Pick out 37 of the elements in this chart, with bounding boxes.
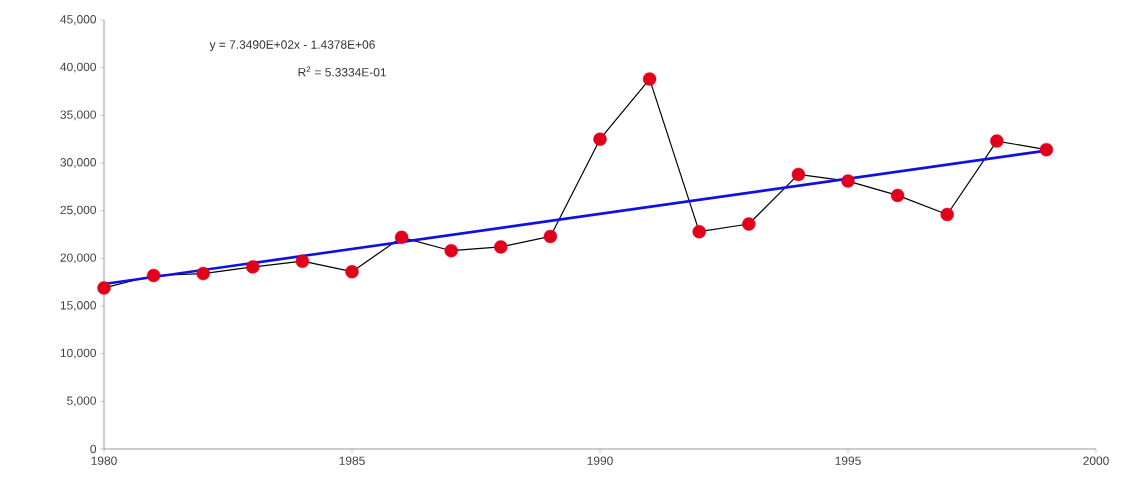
point (593, 132, 607, 146)
point (642, 72, 657, 86)
point (543, 229, 558, 244)
x-tick-label: 1995 (835, 456, 861, 465)
point (444, 244, 458, 258)
point (1039, 142, 1054, 157)
point (940, 207, 954, 222)
point (791, 167, 806, 182)
y-tick-label: 20,000 (60, 253, 97, 264)
point (295, 254, 310, 268)
point (146, 268, 161, 283)
x-tick-label: 2000 (1083, 456, 1109, 465)
y-tick-label: 10,000 (60, 348, 97, 359)
point (890, 188, 905, 203)
point (246, 260, 260, 274)
point (494, 240, 508, 254)
x-tick-label: 1985 (339, 456, 365, 465)
point (990, 134, 1004, 148)
point (692, 224, 706, 239)
point (97, 281, 111, 295)
x-tick-label: 1990 (587, 456, 613, 465)
y-tick-label: 15,000 (60, 301, 97, 311)
x-tick-label: 1980 (91, 456, 117, 465)
point (742, 217, 756, 231)
annotation: y = 7.3490E+02x - 1.4378E+06 (209, 40, 375, 52)
point (394, 230, 409, 245)
y-tick-label: 25,000 (60, 205, 97, 216)
y-tick-label: 35,000 (60, 110, 97, 121)
y-tick-label: 45,000 (60, 15, 97, 25)
point (345, 264, 359, 279)
point (841, 174, 855, 188)
point (196, 266, 210, 281)
y-tick-label: 5,000 (67, 396, 97, 407)
annotation: R$^{2}$ = 5.3334E-01 (298, 66, 386, 77)
y-tick-label: 30,000 (60, 158, 97, 168)
y-tick-label: 0 (90, 444, 97, 454)
y-tick-label: 40,000 (60, 62, 97, 73)
